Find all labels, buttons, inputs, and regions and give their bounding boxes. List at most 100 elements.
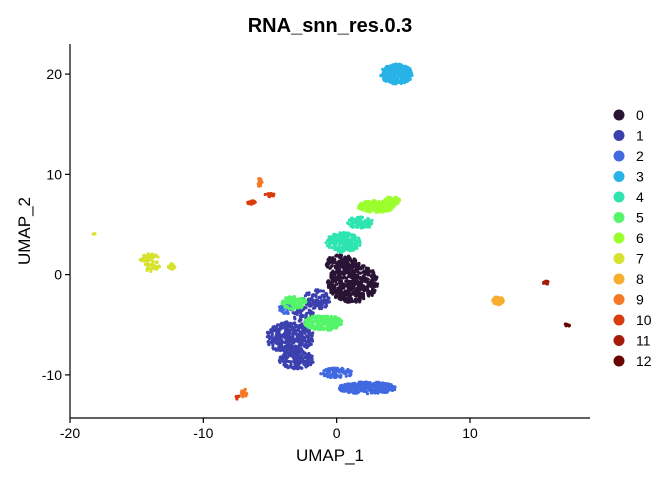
point-cluster-0 <box>340 259 344 263</box>
point-cluster-6 <box>367 201 371 205</box>
point-cluster-0 <box>330 283 334 287</box>
point-cluster-4 <box>330 245 334 250</box>
point-cluster-1 <box>291 366 295 370</box>
point-cluster-5 <box>330 325 334 329</box>
point-cluster-0 <box>365 271 369 275</box>
point-cluster-3 <box>403 73 407 78</box>
legend-swatch-5 <box>613 212 625 223</box>
point-cluster-2 <box>348 385 352 389</box>
point-cluster-1 <box>296 346 300 350</box>
cluster-6-points <box>357 195 401 214</box>
point-cluster-0 <box>357 262 361 266</box>
point-cluster-5 <box>310 316 314 320</box>
point-cluster-7 <box>171 265 175 269</box>
point-cluster-0 <box>343 255 347 259</box>
point-cluster-1 <box>326 296 330 300</box>
point-cluster-7 <box>143 253 147 257</box>
point-cluster-5 <box>304 300 308 304</box>
point-cluster-1 <box>283 351 287 356</box>
point-cluster-0 <box>373 281 377 285</box>
point-cluster-1 <box>307 308 311 312</box>
point-cluster-0 <box>335 271 339 275</box>
point-cluster-1 <box>267 336 272 341</box>
legend-label-9: 9 <box>636 292 644 308</box>
point-cluster-4 <box>329 235 333 239</box>
point-cluster-0 <box>329 260 333 264</box>
point-cluster-4 <box>338 241 342 245</box>
point-cluster-5 <box>325 324 329 329</box>
point-cluster-0 <box>341 276 345 280</box>
point-cluster-0 <box>350 298 354 302</box>
point-cluster-5 <box>316 324 320 328</box>
point-cluster-4 <box>346 232 350 236</box>
point-cluster-8 <box>493 296 497 300</box>
point-cluster-0 <box>354 278 358 282</box>
point-cluster-8 <box>496 297 500 301</box>
point-cluster-0 <box>333 273 337 277</box>
point-cluster-3 <box>396 77 400 81</box>
point-cluster-5 <box>286 305 290 309</box>
point-cluster-1 <box>285 336 289 340</box>
point-cluster-4 <box>345 236 349 240</box>
point-cluster-7 <box>156 255 160 259</box>
cluster-3-points <box>379 62 414 86</box>
point-cluster-0 <box>365 280 369 284</box>
point-cluster-3 <box>407 76 411 80</box>
point-cluster-1 <box>285 321 289 325</box>
point-cluster-1 <box>325 304 329 308</box>
point-cluster-2 <box>376 381 380 385</box>
cluster-8-points <box>491 295 505 307</box>
point-cluster-4 <box>366 220 370 224</box>
y-tick-label: 10 <box>46 166 62 182</box>
point-cluster-10 <box>250 199 254 203</box>
point-cluster-0 <box>369 275 374 279</box>
point-cluster-1 <box>305 292 309 296</box>
point-cluster-1 <box>292 351 296 355</box>
point-cluster-0 <box>352 264 356 268</box>
legend-swatch-12 <box>613 355 625 367</box>
point-cluster-3 <box>400 78 404 82</box>
point-cluster-0 <box>351 280 355 284</box>
point-cluster-5 <box>329 314 333 318</box>
point-cluster-0 <box>365 277 369 281</box>
point-cluster-4 <box>364 224 368 228</box>
point-cluster-0 <box>344 258 348 262</box>
point-cluster-2 <box>366 384 370 388</box>
point-cluster-1 <box>297 336 301 340</box>
point-cluster-2 <box>322 369 326 373</box>
point-cluster-0 <box>335 282 339 286</box>
point-cluster-10 <box>266 192 270 196</box>
point-cluster-2 <box>343 372 347 376</box>
point-cluster-2 <box>332 366 337 370</box>
point-cluster-1 <box>307 335 311 339</box>
point-cluster-0 <box>332 290 336 294</box>
point-cluster-1 <box>286 348 290 352</box>
legend-swatch-8 <box>613 273 625 285</box>
point-cluster-6 <box>389 207 394 211</box>
point-cluster-1 <box>289 360 293 364</box>
point-cluster-4 <box>343 247 347 251</box>
point-cluster-5 <box>290 299 294 303</box>
point-cluster-1 <box>313 300 317 304</box>
point-cluster-6 <box>394 197 398 201</box>
point-cluster-7 <box>146 261 150 265</box>
point-cluster-4 <box>368 222 372 226</box>
point-cluster-3 <box>381 72 386 77</box>
point-cluster-1 <box>266 339 271 344</box>
legend-label-10: 10 <box>636 312 652 328</box>
point-cluster-1 <box>303 344 307 348</box>
point-cluster-9 <box>256 182 260 186</box>
point-cluster-2 <box>341 367 345 371</box>
point-cluster-1 <box>298 357 303 361</box>
point-cluster-6 <box>377 200 381 204</box>
point-cluster-0 <box>366 282 370 286</box>
point-cluster-3 <box>399 81 403 85</box>
point-cluster-1 <box>310 334 314 338</box>
point-cluster-2 <box>371 384 375 388</box>
point-cluster-2 <box>325 374 329 378</box>
point-cluster-5 <box>337 322 341 327</box>
point-cluster-4 <box>358 243 362 247</box>
point-cluster-4 <box>333 232 337 237</box>
point-cluster-1 <box>304 313 308 317</box>
point-cluster-1 <box>271 343 275 347</box>
